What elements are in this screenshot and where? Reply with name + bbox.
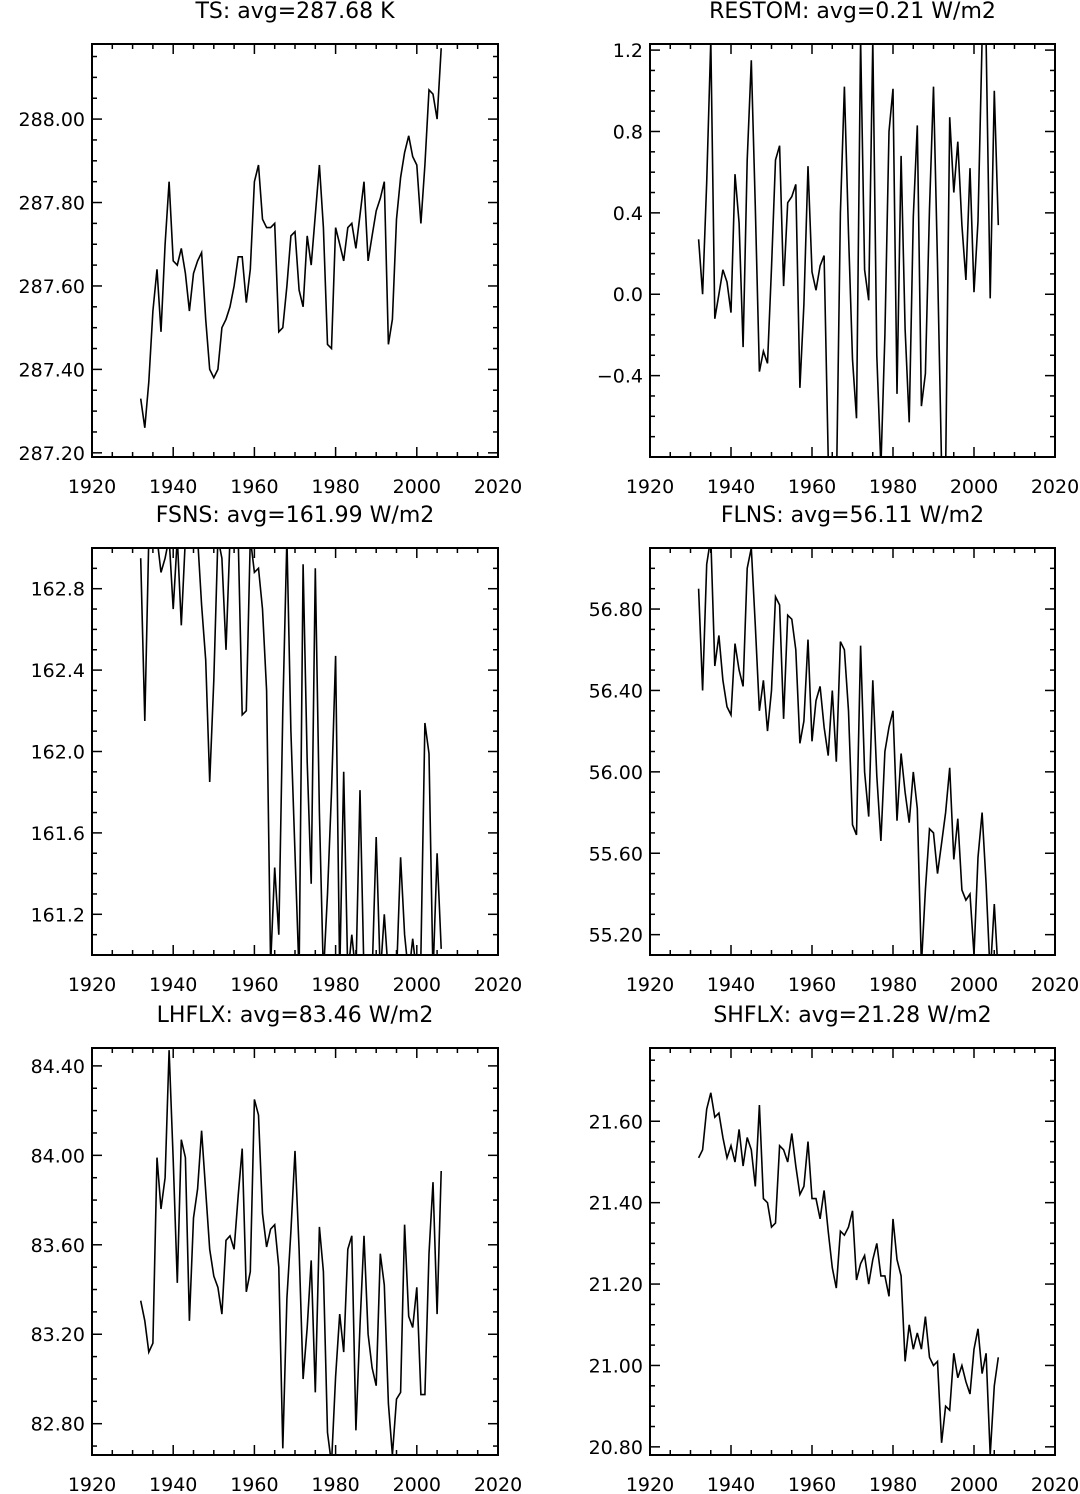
x-tick-label: 1980: [311, 974, 359, 996]
x-tick-label: 1960: [230, 1474, 278, 1494]
y-tick-label: −0.4: [597, 366, 643, 388]
x-tick-label: 1940: [149, 974, 197, 996]
y-tick-label: 56.40: [589, 680, 643, 702]
x-tick-label: 1960: [788, 974, 836, 996]
y-tick-label: 287.40: [19, 359, 85, 381]
x-tick-label: 2000: [393, 476, 441, 498]
x-tick-label: 1920: [626, 1474, 674, 1494]
plot-frame: [649, 547, 1056, 956]
x-tick-label: 1980: [869, 1474, 917, 1494]
x-tick-label: 1980: [869, 974, 917, 996]
y-tick-label: 83.60: [31, 1235, 85, 1257]
x-tick-label: 1980: [869, 476, 917, 498]
x-tick-label: 1920: [626, 974, 674, 996]
x-tick-label: 1940: [707, 974, 755, 996]
series-line-1: [139, 1050, 442, 1455]
chart-panel-2: RESTOM: avg=0.21 W/m2 1920 1940 1960 1980 200…: [597, 0, 1079, 498]
chart-panel-6: SHFLX: avg=21.28 W/m2 1920 1940 1960 1980 200…: [589, 1003, 1080, 1494]
x-tick-label: 1940: [149, 476, 197, 498]
y-tick-label: 287.80: [19, 193, 85, 215]
chart-title: LHFLX: avg=83.46 W/m2: [157, 1003, 434, 1028]
x-tick-label: 2020: [1031, 974, 1079, 996]
x-tick-label: 1980: [311, 1474, 359, 1494]
x-tick-label: 2020: [474, 974, 522, 996]
chart-title: RESTOM: avg=0.21 W/m2: [709, 0, 996, 24]
series-line-1: [139, 48, 442, 428]
plot-frame: [91, 1047, 499, 1456]
y-tick-label: 56.80: [589, 599, 643, 621]
x-tick-label: 1920: [68, 1474, 116, 1494]
y-tick-label: 161.2: [31, 904, 85, 926]
y-tick-label: 20.80: [589, 1437, 643, 1459]
y-tick-label: 287.60: [19, 276, 85, 298]
chart-title: FSNS: avg=161.99 W/m2: [156, 503, 435, 528]
x-tick-label: 2000: [393, 1474, 441, 1494]
y-tick-label: 82.80: [31, 1414, 85, 1436]
series-line-1: [139, 548, 442, 955]
y-tick-label: 55.60: [589, 843, 643, 865]
x-tick-label: 2000: [950, 1474, 998, 1494]
y-tick-label: 288.00: [19, 109, 85, 131]
y-tick-label: 21.60: [589, 1111, 643, 1133]
x-tick-label: 2020: [474, 1474, 522, 1494]
chart-title: SHFLX: avg=21.28 W/m2: [713, 1003, 991, 1028]
y-tick-label: 21.00: [589, 1355, 643, 1377]
y-tick-label: 21.20: [589, 1274, 643, 1296]
y-tick-label: 0.0: [613, 284, 643, 306]
y-tick-label: 162.0: [31, 742, 85, 764]
chart-panel-5: LHFLX: avg=83.46 W/m2 1920 1940 1960 1980 200…: [31, 1003, 523, 1494]
y-tick-label: 0.8: [613, 121, 643, 143]
series-line-1: [697, 1092, 1000, 1455]
y-tick-label: 84.00: [31, 1145, 85, 1167]
y-tick-label: 162.8: [31, 579, 85, 601]
x-tick-label: 1960: [230, 974, 278, 996]
x-tick-label: 1940: [149, 1474, 197, 1494]
y-tick-label: 55.20: [589, 925, 643, 947]
x-tick-label: 1980: [311, 476, 359, 498]
x-tick-label: 2000: [950, 974, 998, 996]
y-tick-label: 0.4: [613, 203, 643, 225]
x-tick-label: 2020: [474, 476, 522, 498]
y-tick-label: 83.20: [31, 1324, 85, 1346]
chart-panel-3: FSNS: avg=161.99 W/m2 1920 1940 1960 1980 200…: [31, 503, 523, 996]
plot-frame: [91, 547, 499, 956]
series-line-1: [697, 548, 998, 955]
x-tick-label: 2020: [1031, 1474, 1079, 1494]
x-tick-label: 2000: [950, 476, 998, 498]
series-line-1: [697, 44, 1000, 457]
x-tick-label: 1960: [230, 476, 278, 498]
y-tick-label: 84.40: [31, 1056, 85, 1078]
y-tick-label: 1.2: [613, 40, 643, 62]
chart-panel-4: FLNS: avg=56.11 W/m2 1920 1940 1960 1980 2000…: [589, 503, 1080, 996]
x-tick-label: 1920: [68, 476, 116, 498]
x-tick-label: 1940: [707, 1474, 755, 1494]
x-tick-label: 2000: [393, 974, 441, 996]
chart-title: TS: avg=287.68 K: [194, 0, 395, 24]
x-tick-label: 1960: [788, 1474, 836, 1494]
x-tick-label: 1920: [626, 476, 674, 498]
x-tick-label: 1940: [707, 476, 755, 498]
y-tick-label: 287.20: [19, 443, 85, 465]
x-tick-label: 1920: [68, 974, 116, 996]
chart-panel-1: TS: avg=287.68 K 1920 1940 1960 1980 2000 2020…: [19, 0, 523, 498]
y-tick-label: 21.40: [589, 1193, 643, 1215]
x-tick-label: 2020: [1031, 476, 1079, 498]
y-tick-label: 162.4: [31, 660, 85, 682]
y-tick-label: 56.00: [589, 762, 643, 784]
x-tick-label: 1960: [788, 476, 836, 498]
chart-title: FLNS: avg=56.11 W/m2: [721, 503, 984, 528]
y-tick-label: 161.6: [31, 823, 85, 845]
